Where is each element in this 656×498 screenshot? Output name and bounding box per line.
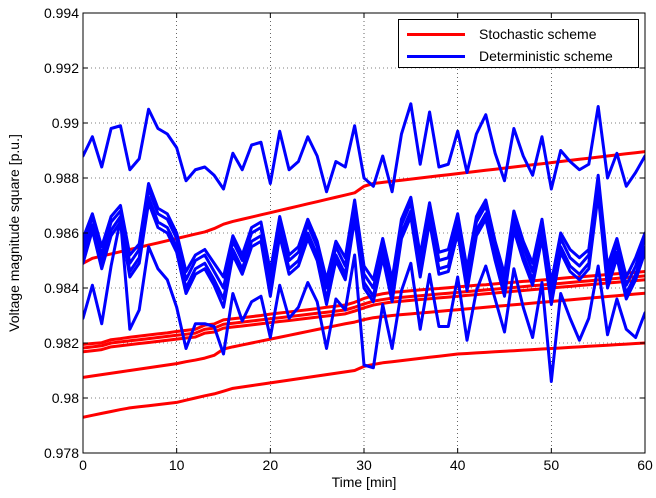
x-tick-label: 40	[450, 457, 466, 473]
legend-swatch-deterministic	[407, 54, 465, 58]
x-tick-label: 10	[169, 457, 185, 473]
series-group	[83, 102, 645, 419]
legend-label-deterministic: Deterministic scheme	[479, 48, 613, 64]
y-tick-label: 0.992	[44, 60, 79, 76]
y-tick-label: 0.98	[52, 390, 79, 406]
deterministic-series-line-6	[83, 102, 645, 194]
x-tick-label: 50	[544, 457, 560, 473]
x-tick-label: 0	[79, 457, 87, 473]
axis-ticks: 0 10 20 30 40 50 60 0.978 0.98 0.982 0.984 0.986 0.9…	[44, 5, 653, 473]
x-tick-label: 30	[356, 457, 372, 473]
y-tick-label: 0.978	[44, 445, 79, 461]
y-tick-label: 0.988	[44, 170, 79, 186]
y-tick-label: 0.99	[52, 115, 79, 131]
y-tick-label: 0.984	[44, 280, 79, 296]
x-tick-label: 60	[637, 457, 653, 473]
x-tick-label: 20	[263, 457, 279, 473]
y-tick-label: 0.994	[44, 5, 79, 21]
y-tick-label: 0.986	[44, 225, 79, 241]
x-axis-label: Time [min]	[332, 474, 397, 490]
legend-item-deterministic: Deterministic scheme	[407, 45, 613, 67]
legend-label-stochastic: Stochastic scheme	[479, 26, 597, 42]
legend: Stochastic scheme Deterministic scheme	[398, 19, 639, 68]
legend-swatch-stochastic	[407, 32, 465, 36]
deterministic-series-line-10	[83, 193, 645, 309]
y-axis-label: Voltage magnitude square [p.u.]	[6, 134, 22, 332]
legend-item-stochastic: Stochastic scheme	[407, 23, 597, 45]
y-tick-label: 0.982	[44, 335, 79, 351]
deterministic-series-line-11	[83, 217, 645, 383]
